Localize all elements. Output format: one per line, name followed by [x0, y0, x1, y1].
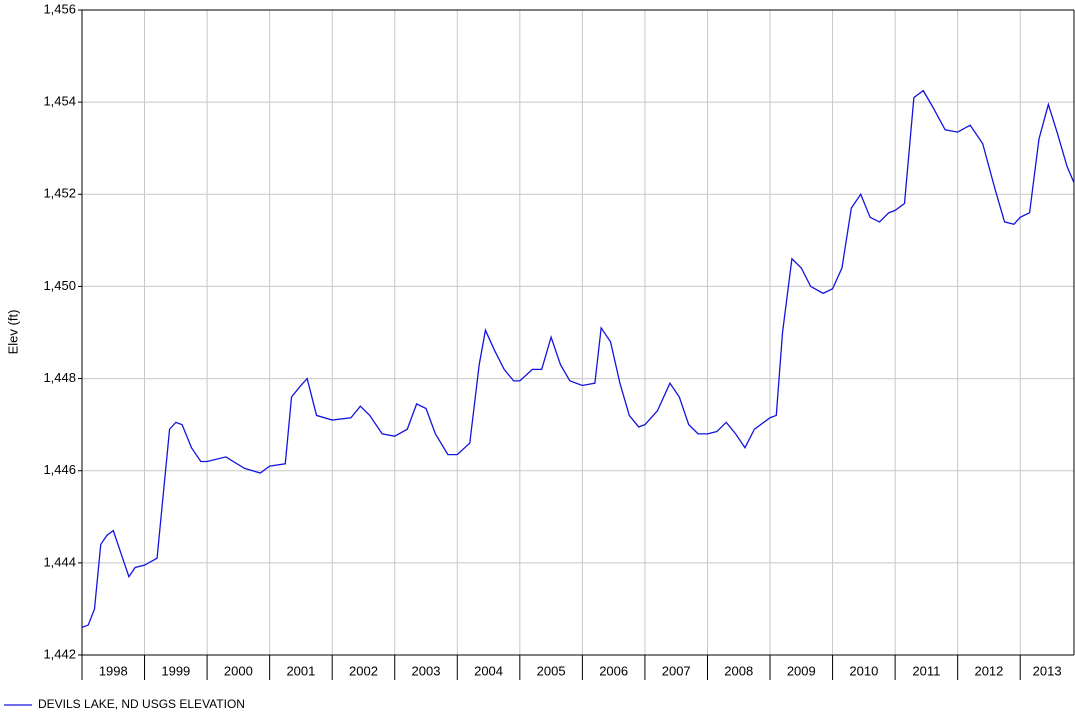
y-tick-label: 1,450 — [43, 278, 76, 293]
y-tick-label: 1,442 — [43, 646, 76, 661]
x-tick-label: 2013 — [1033, 663, 1062, 678]
y-tick-label: 1,456 — [43, 1, 76, 16]
x-tick-label: 2008 — [724, 663, 753, 678]
x-tick-label: 2012 — [974, 663, 1003, 678]
x-tick-label: 1999 — [161, 663, 190, 678]
x-tick-label: 2004 — [474, 663, 503, 678]
x-tick-label: 2005 — [537, 663, 566, 678]
plot-area — [82, 10, 1074, 655]
x-tick-label: 2009 — [787, 663, 816, 678]
y-tick-label: 1,448 — [43, 370, 76, 385]
x-tick-label: 2001 — [286, 663, 315, 678]
x-tick-label: 2006 — [599, 663, 628, 678]
x-tick-label: 2011 — [912, 663, 940, 678]
x-tick-label: 2010 — [849, 663, 878, 678]
x-tick-label: 2002 — [349, 663, 378, 678]
x-tick-label: 1998 — [99, 663, 128, 678]
legend-label: DEVILS LAKE, ND USGS ELEVATION — [38, 697, 245, 711]
x-tick-label: 2007 — [662, 663, 691, 678]
y-tick-label: 1,452 — [43, 186, 76, 201]
y-tick-label: 1,444 — [43, 554, 76, 569]
y-axis-label: Elev (ft) — [5, 310, 20, 355]
y-tick-label: 1,454 — [43, 94, 76, 109]
x-tick-label: 2003 — [412, 663, 441, 678]
data-line — [81, 89, 1075, 628]
y-tick-label: 1,446 — [43, 462, 76, 477]
x-tick-label: 2000 — [224, 663, 253, 678]
